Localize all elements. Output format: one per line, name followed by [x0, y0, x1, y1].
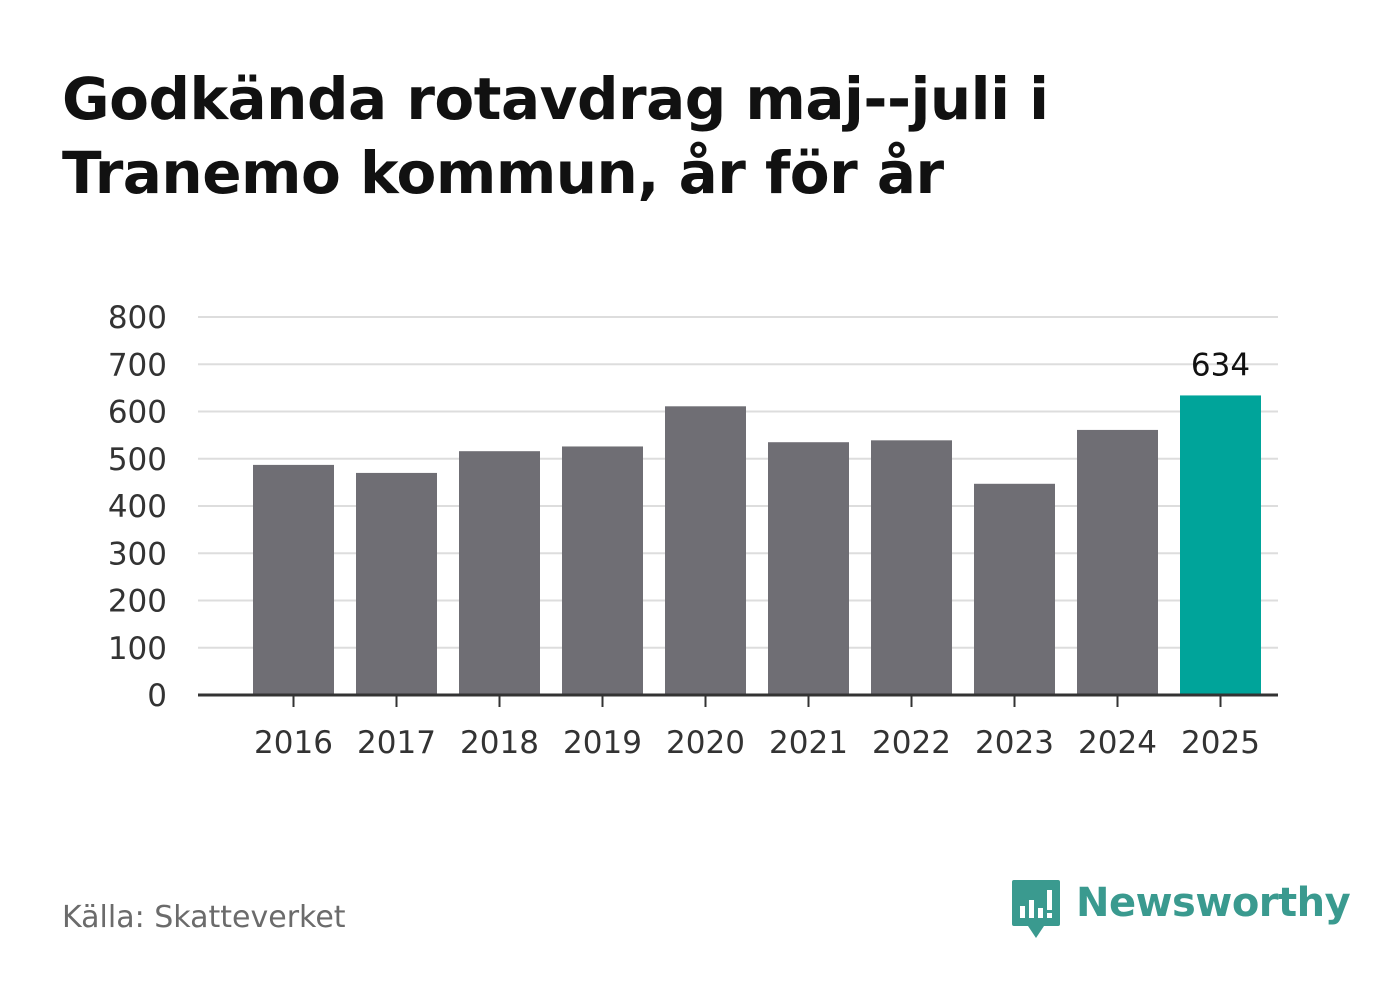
- y-tick-label: 400: [108, 489, 167, 525]
- y-tick-label: 300: [108, 536, 167, 572]
- x-tick-label: 2018: [460, 725, 539, 761]
- y-tick-label: 200: [108, 584, 167, 620]
- bar: [356, 472, 437, 695]
- bar: [768, 442, 849, 695]
- bar: [253, 464, 334, 695]
- data-label: 634: [1191, 347, 1250, 383]
- x-tick-label: 2019: [563, 725, 642, 761]
- bar: [665, 406, 746, 695]
- x-tick-label: 2020: [666, 725, 745, 761]
- y-tick-label: 100: [108, 631, 167, 667]
- bar: [562, 446, 643, 695]
- x-tick-label: 2024: [1078, 725, 1157, 761]
- y-tick-label: 600: [108, 395, 167, 431]
- bar: [1180, 395, 1261, 695]
- x-tick-label: 2022: [872, 725, 951, 761]
- x-tick-label: 2025: [1181, 725, 1260, 761]
- brand-logo: Newsworthy: [1010, 878, 1351, 940]
- bar: [871, 440, 952, 695]
- bar: [459, 451, 540, 695]
- y-tick-label: 500: [108, 442, 167, 478]
- source-note: Källa: Skatteverket: [62, 900, 346, 935]
- chart-title: Godkända rotavdrag maj--juli i Tranemo k…: [62, 65, 1049, 207]
- x-tick-label: 2016: [254, 725, 333, 761]
- y-tick-label: 0: [147, 678, 167, 714]
- x-tick-label: 2021: [769, 725, 848, 761]
- bar: [974, 483, 1055, 695]
- x-tick-label: 2017: [357, 725, 436, 761]
- newsworthy-logo-icon: [1012, 880, 1060, 938]
- brand-name: Newsworthy: [1076, 880, 1351, 926]
- y-tick-label: 800: [108, 300, 167, 336]
- x-tick-label: 2023: [975, 725, 1054, 761]
- y-tick-label: 700: [108, 347, 167, 383]
- bar: [1077, 429, 1158, 695]
